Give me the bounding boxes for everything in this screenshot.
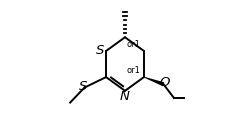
- Text: S: S: [79, 80, 88, 93]
- Text: or1: or1: [127, 40, 141, 49]
- Polygon shape: [144, 77, 164, 86]
- Text: S: S: [96, 44, 104, 57]
- Text: N: N: [120, 90, 129, 103]
- Text: O: O: [159, 76, 169, 89]
- Text: or1: or1: [126, 66, 140, 75]
